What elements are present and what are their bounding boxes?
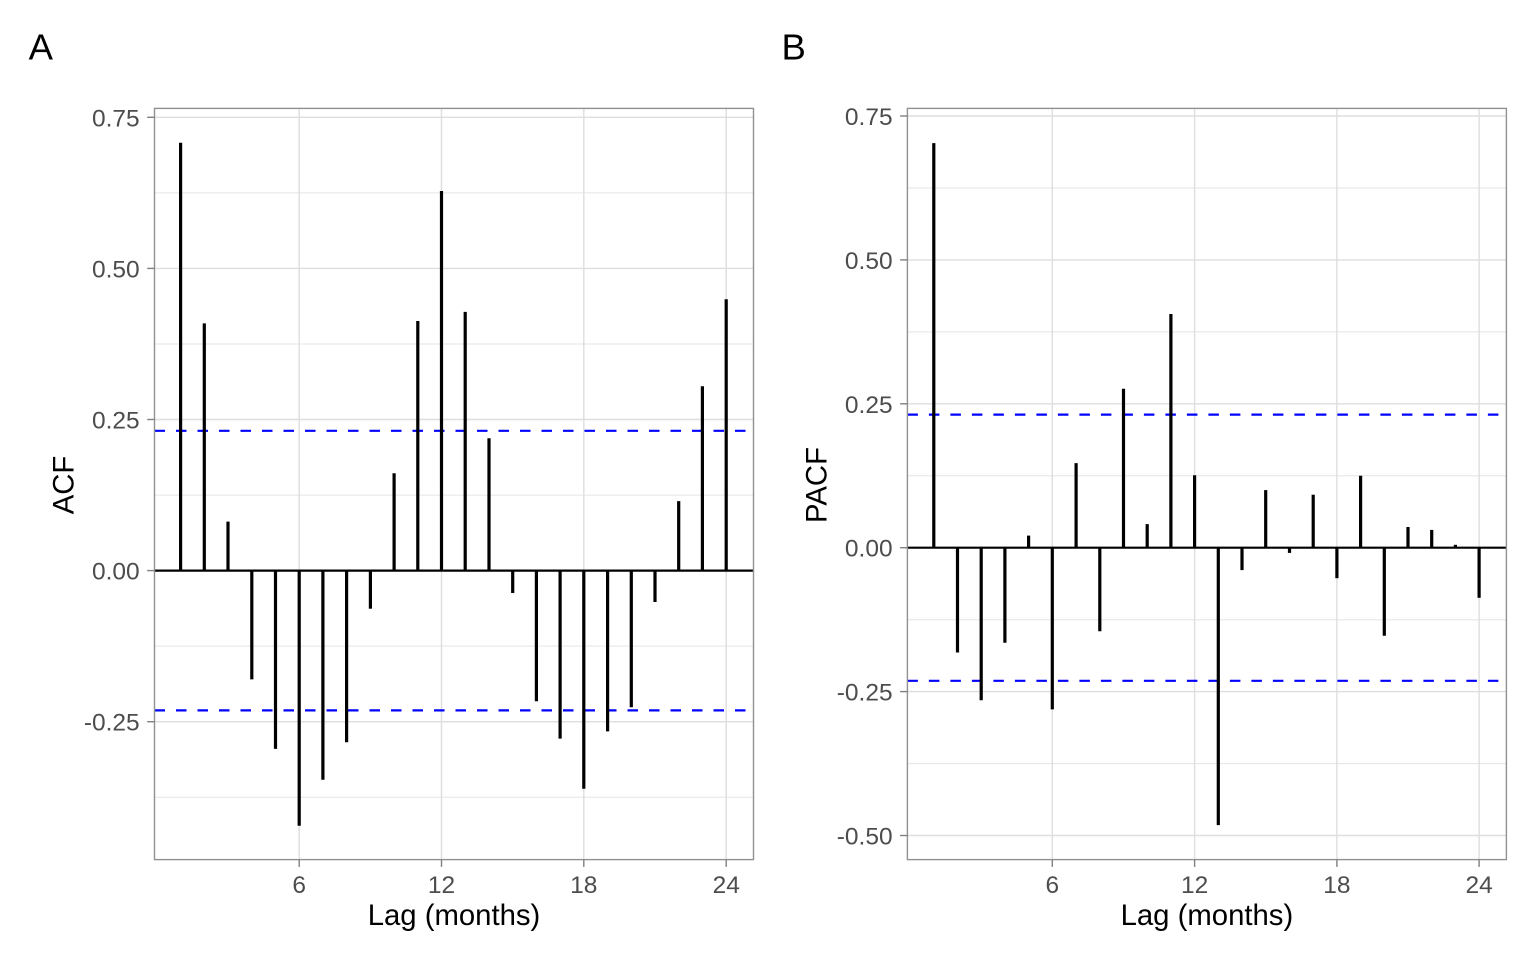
svg-text:0.25: 0.25 — [845, 392, 893, 419]
svg-text:-0.25: -0.25 — [84, 710, 140, 737]
svg-text:24: 24 — [1465, 872, 1492, 899]
svg-text:6: 6 — [1045, 872, 1059, 899]
svg-text:0.75: 0.75 — [845, 104, 893, 131]
svg-text:Lag (months): Lag (months) — [368, 899, 541, 932]
svg-text:A: A — [29, 26, 54, 67]
svg-text:0.25: 0.25 — [92, 408, 140, 435]
svg-text:ACF: ACF — [48, 456, 81, 515]
svg-text:12: 12 — [1181, 872, 1208, 899]
svg-text:18: 18 — [570, 872, 597, 899]
svg-text:0.50: 0.50 — [92, 256, 140, 283]
svg-text:6: 6 — [292, 872, 306, 899]
svg-text:0.00: 0.00 — [92, 559, 140, 586]
svg-text:12: 12 — [428, 872, 455, 899]
svg-text:PACF: PACF — [801, 447, 834, 523]
svg-text:Lag (months): Lag (months) — [1121, 899, 1294, 932]
svg-text:18: 18 — [1323, 872, 1350, 899]
svg-text:0.75: 0.75 — [92, 105, 140, 132]
svg-text:B: B — [782, 26, 806, 67]
svg-text:0.00: 0.00 — [845, 536, 893, 563]
svg-text:24: 24 — [713, 872, 740, 899]
svg-text:0.50: 0.50 — [845, 248, 893, 275]
svg-text:-0.25: -0.25 — [837, 680, 893, 707]
svg-text:-0.50: -0.50 — [837, 824, 893, 851]
